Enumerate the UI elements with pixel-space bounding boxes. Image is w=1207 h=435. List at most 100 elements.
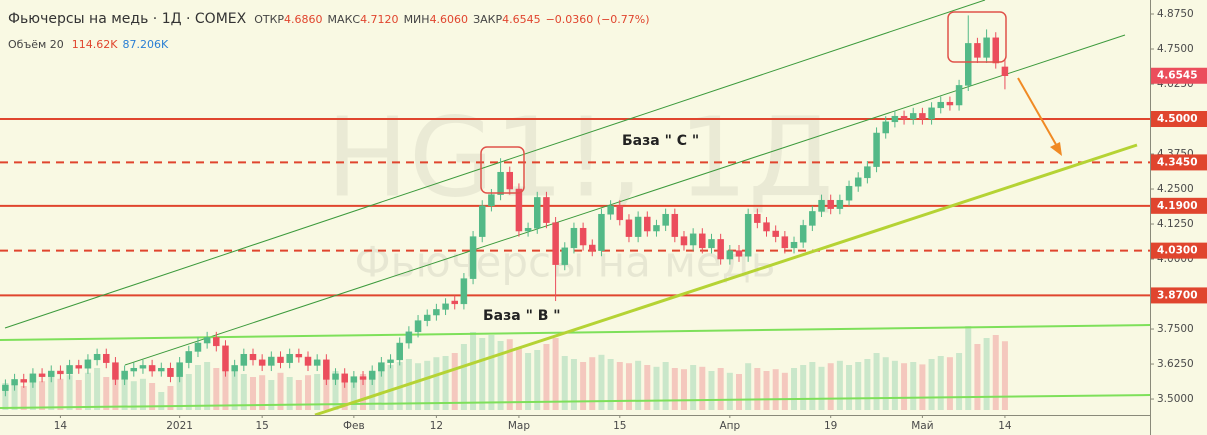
candle-body	[717, 239, 724, 260]
ohlc-name: ЗАКР	[473, 13, 503, 26]
candle-body	[992, 37, 1000, 64]
volume-bar	[983, 338, 990, 410]
ohlc-values: ОТКР4.6860 МАКС4.7120 МИН4.6060 ЗАКР4.6545	[254, 13, 545, 26]
arrow	[1017, 77, 1059, 149]
volume-bar	[616, 362, 623, 410]
volume-bar	[534, 350, 541, 410]
price-label: 4.3450	[1157, 156, 1198, 168]
candle-body	[735, 250, 743, 257]
price-label-bg	[1151, 154, 1207, 171]
y-tick-label: 4.1250	[1157, 218, 1194, 230]
volume-bar	[781, 372, 788, 410]
price-label: 4.1900	[1157, 200, 1198, 212]
volume-bar	[836, 360, 843, 410]
candle-body	[112, 362, 119, 380]
y-tick-label: 4.7500	[1157, 43, 1194, 55]
volume-bar	[139, 378, 146, 410]
volume-bar	[809, 362, 816, 410]
candle-body	[433, 309, 440, 316]
volume-bar	[974, 344, 981, 410]
x-tick-label: Май	[911, 420, 933, 432]
candle-body	[497, 171, 504, 195]
candle-body	[799, 225, 807, 243]
volume-bar	[378, 368, 385, 410]
candle-body	[341, 373, 348, 383]
candle-body	[75, 365, 83, 369]
y-tick-label: 3.6250	[1157, 358, 1194, 370]
support-line	[0, 394, 1151, 409]
volume-bar	[332, 371, 339, 410]
volume-bar	[213, 368, 220, 410]
candle-body	[185, 351, 193, 363]
volume-bar	[66, 375, 73, 410]
change: −0.0360 (−0.77%)	[545, 13, 650, 26]
volume-bar	[185, 374, 192, 410]
candle-body	[873, 132, 880, 167]
candle-body	[827, 199, 834, 209]
candle-body	[139, 365, 147, 369]
ohlc-name: МИН	[403, 13, 430, 26]
volume-bar	[433, 357, 440, 410]
highlight-box	[480, 146, 525, 194]
candle-body	[662, 213, 669, 226]
y-tick-label: 4.8750	[1157, 8, 1194, 20]
candle-body	[368, 370, 376, 380]
volume-bar	[726, 372, 733, 410]
volume-bar	[635, 360, 642, 410]
volume-bar	[286, 377, 293, 410]
legend-header: Фьючерсы на медь · 1Д · COMEX ОТКР4.6860 М…	[8, 7, 655, 57]
candle-body	[20, 379, 27, 383]
candle-body	[763, 222, 770, 232]
plot-background	[0, 0, 1150, 415]
candle-body	[955, 85, 963, 106]
time-axis-background	[0, 415, 1150, 435]
volume-bar	[671, 368, 678, 410]
candle-body	[561, 247, 569, 265]
volume-bar	[295, 380, 302, 410]
volume-bar	[415, 363, 422, 410]
volume-bar	[818, 366, 825, 410]
candle-body	[506, 171, 513, 190]
volume-bar	[589, 357, 596, 410]
volume-bar	[360, 374, 367, 410]
y-tick-label: 3.7500	[1157, 323, 1194, 335]
volume-bar	[506, 339, 513, 410]
candle-body	[2, 384, 9, 391]
candle-body	[965, 43, 972, 86]
candle-body	[277, 356, 284, 363]
volume-bar	[479, 338, 486, 410]
volume-bar	[39, 381, 46, 410]
volume-bar	[204, 362, 211, 410]
candle-body	[130, 367, 138, 372]
volume-bar	[708, 371, 715, 410]
volume-bar	[763, 371, 770, 410]
candle-body	[121, 370, 128, 380]
candle-body	[38, 373, 46, 377]
volume-bar	[552, 338, 559, 410]
candle-body	[634, 216, 642, 237]
candle-body	[93, 353, 101, 361]
volume-bar	[928, 359, 935, 410]
volume-bar	[662, 362, 669, 410]
volume-bar	[167, 386, 174, 410]
price-label-bg	[1151, 287, 1207, 304]
x-tick-label: 19	[824, 420, 837, 432]
candle-body	[589, 244, 596, 251]
candle-body	[974, 43, 981, 58]
volume-bar	[176, 377, 183, 410]
chart-title: Фьючерсы на медь · 1Д · COMEX	[8, 11, 247, 27]
volume-bar	[341, 375, 348, 410]
highlight-box	[947, 11, 1007, 63]
candle-body	[451, 300, 458, 305]
candle-body	[809, 211, 816, 226]
candle-body	[488, 194, 495, 207]
candle-body	[919, 113, 926, 120]
volume-bar	[607, 359, 614, 410]
candle-body	[323, 359, 330, 380]
candle-body	[689, 233, 697, 246]
candle-body	[882, 121, 889, 134]
volume-bar	[515, 347, 522, 410]
volume-bar	[1001, 341, 1008, 410]
